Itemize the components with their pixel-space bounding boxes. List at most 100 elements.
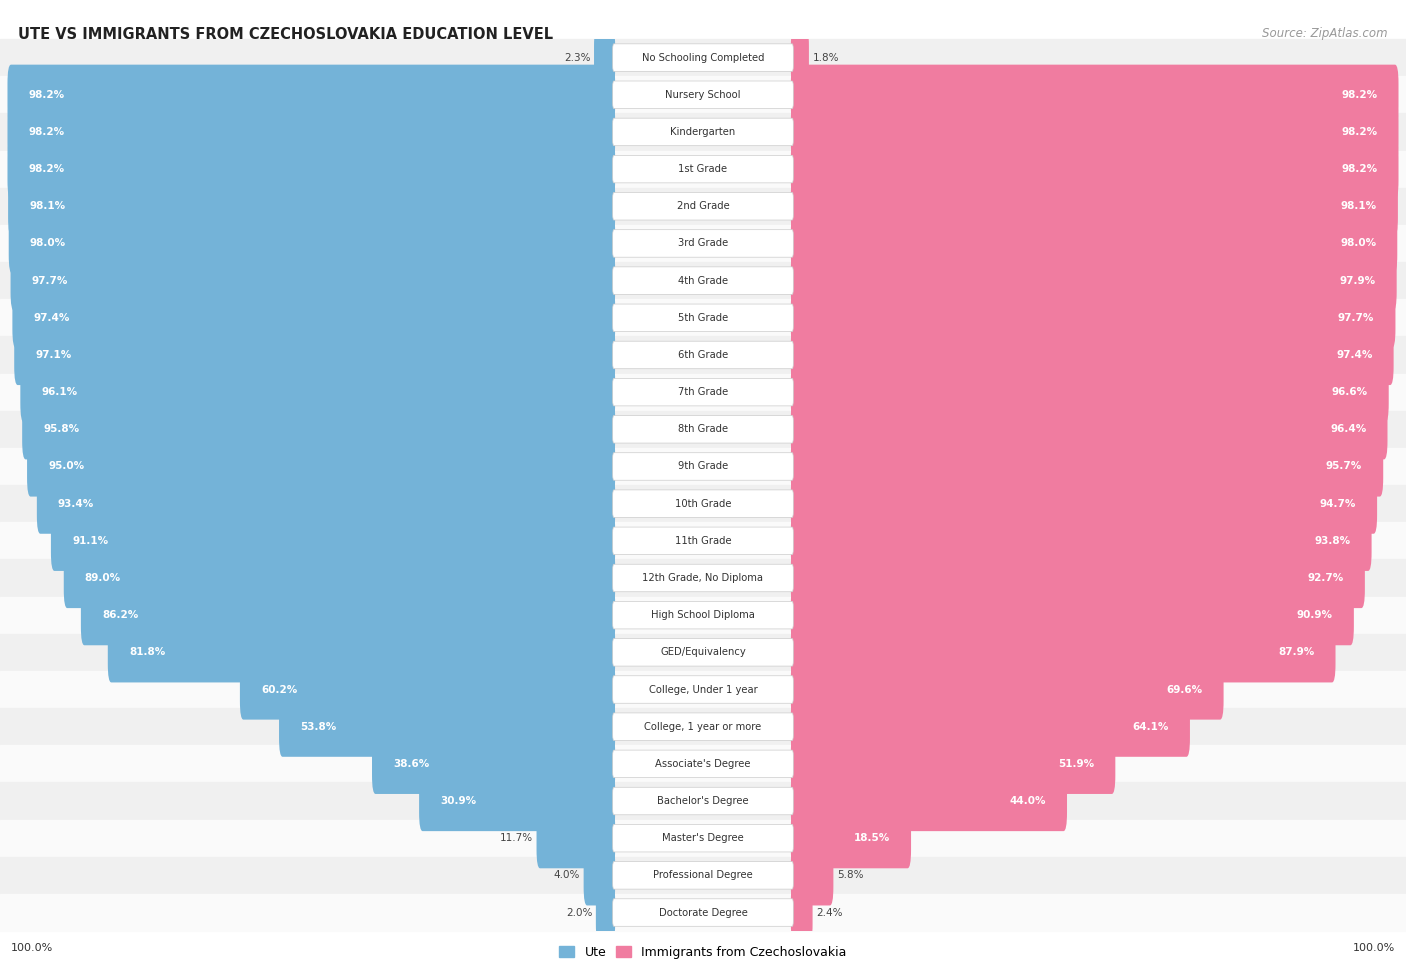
Bar	[0, 560, 1406, 597]
Text: UTE VS IMMIGRANTS FROM CZECHOSLOVAKIA EDUCATION LEVEL: UTE VS IMMIGRANTS FROM CZECHOSLOVAKIA ED…	[18, 27, 554, 42]
FancyBboxPatch shape	[790, 251, 1396, 311]
FancyBboxPatch shape	[613, 899, 793, 926]
Bar	[0, 634, 1406, 671]
FancyBboxPatch shape	[613, 452, 793, 481]
FancyBboxPatch shape	[613, 415, 793, 443]
FancyBboxPatch shape	[613, 155, 793, 183]
Text: Source: ZipAtlas.com: Source: ZipAtlas.com	[1263, 27, 1388, 40]
FancyBboxPatch shape	[613, 378, 793, 406]
FancyBboxPatch shape	[51, 511, 616, 571]
FancyBboxPatch shape	[7, 64, 616, 125]
Text: Bachelor's Degree: Bachelor's Degree	[657, 796, 749, 806]
Text: Professional Degree: Professional Degree	[654, 871, 752, 880]
Text: 5th Grade: 5th Grade	[678, 313, 728, 323]
FancyBboxPatch shape	[790, 362, 1389, 422]
Text: 91.1%: 91.1%	[72, 536, 108, 546]
Bar	[0, 410, 1406, 448]
FancyBboxPatch shape	[790, 882, 813, 943]
FancyBboxPatch shape	[596, 882, 616, 943]
Text: 96.6%: 96.6%	[1331, 387, 1368, 397]
Text: 97.4%: 97.4%	[34, 313, 70, 323]
Text: 97.4%: 97.4%	[1336, 350, 1372, 360]
Bar	[0, 299, 1406, 336]
FancyBboxPatch shape	[613, 44, 793, 71]
Text: 38.6%: 38.6%	[394, 759, 429, 769]
FancyBboxPatch shape	[537, 808, 616, 869]
FancyBboxPatch shape	[790, 139, 1399, 199]
Text: 86.2%: 86.2%	[103, 610, 138, 620]
Text: 64.1%: 64.1%	[1132, 722, 1168, 731]
FancyBboxPatch shape	[11, 251, 616, 311]
FancyBboxPatch shape	[613, 565, 793, 592]
Text: 18.5%: 18.5%	[853, 834, 890, 843]
FancyBboxPatch shape	[27, 437, 616, 496]
Text: 93.4%: 93.4%	[58, 498, 94, 509]
FancyBboxPatch shape	[613, 489, 793, 518]
Text: 87.9%: 87.9%	[1278, 647, 1315, 657]
FancyBboxPatch shape	[13, 288, 616, 348]
FancyBboxPatch shape	[14, 325, 616, 385]
Text: 2nd Grade: 2nd Grade	[676, 201, 730, 212]
Bar	[0, 448, 1406, 486]
FancyBboxPatch shape	[613, 118, 793, 145]
Text: 92.7%: 92.7%	[1308, 573, 1344, 583]
FancyBboxPatch shape	[278, 696, 616, 757]
FancyBboxPatch shape	[790, 845, 834, 906]
Text: High School Diploma: High School Diploma	[651, 610, 755, 620]
Text: 1.8%: 1.8%	[813, 53, 839, 62]
Text: Kindergarten: Kindergarten	[671, 127, 735, 136]
Text: 96.1%: 96.1%	[41, 387, 77, 397]
Text: 60.2%: 60.2%	[262, 684, 297, 694]
FancyBboxPatch shape	[790, 659, 1223, 720]
Text: 100.0%: 100.0%	[11, 943, 53, 953]
Text: 98.0%: 98.0%	[1340, 239, 1376, 249]
Bar	[0, 225, 1406, 262]
Text: 8th Grade: 8th Grade	[678, 424, 728, 434]
Text: 44.0%: 44.0%	[1010, 796, 1046, 806]
Text: 98.0%: 98.0%	[30, 239, 66, 249]
FancyBboxPatch shape	[613, 267, 793, 294]
Text: 98.2%: 98.2%	[1341, 90, 1378, 99]
Bar	[0, 820, 1406, 857]
Text: 1st Grade: 1st Grade	[679, 164, 727, 175]
FancyBboxPatch shape	[790, 548, 1365, 608]
FancyBboxPatch shape	[613, 713, 793, 740]
FancyBboxPatch shape	[373, 734, 616, 794]
Bar	[0, 671, 1406, 708]
FancyBboxPatch shape	[613, 527, 793, 555]
FancyBboxPatch shape	[790, 176, 1398, 236]
Bar	[0, 597, 1406, 634]
Text: 11.7%: 11.7%	[501, 834, 533, 843]
FancyBboxPatch shape	[613, 602, 793, 629]
Text: 95.0%: 95.0%	[48, 461, 84, 472]
Text: 51.9%: 51.9%	[1059, 759, 1094, 769]
FancyBboxPatch shape	[613, 341, 793, 369]
Text: 7th Grade: 7th Grade	[678, 387, 728, 397]
Text: 97.1%: 97.1%	[35, 350, 72, 360]
FancyBboxPatch shape	[790, 325, 1393, 385]
Bar	[0, 113, 1406, 150]
FancyBboxPatch shape	[790, 64, 1399, 125]
Text: 5.8%: 5.8%	[837, 871, 863, 880]
FancyBboxPatch shape	[790, 808, 911, 869]
FancyBboxPatch shape	[8, 214, 616, 274]
Text: 6th Grade: 6th Grade	[678, 350, 728, 360]
Text: 98.2%: 98.2%	[28, 127, 65, 136]
FancyBboxPatch shape	[613, 750, 793, 778]
FancyBboxPatch shape	[37, 474, 616, 533]
Bar	[0, 187, 1406, 225]
Text: 98.2%: 98.2%	[1341, 127, 1378, 136]
Bar	[0, 336, 1406, 373]
FancyBboxPatch shape	[108, 622, 616, 682]
Text: 95.8%: 95.8%	[44, 424, 79, 434]
FancyBboxPatch shape	[8, 176, 616, 236]
Bar	[0, 745, 1406, 782]
FancyBboxPatch shape	[790, 622, 1336, 682]
FancyBboxPatch shape	[7, 139, 616, 199]
FancyBboxPatch shape	[790, 585, 1354, 645]
Text: 97.7%: 97.7%	[1339, 313, 1374, 323]
FancyBboxPatch shape	[790, 437, 1384, 496]
FancyBboxPatch shape	[419, 771, 616, 831]
Text: 98.2%: 98.2%	[1341, 164, 1378, 175]
Text: 94.7%: 94.7%	[1320, 498, 1355, 509]
